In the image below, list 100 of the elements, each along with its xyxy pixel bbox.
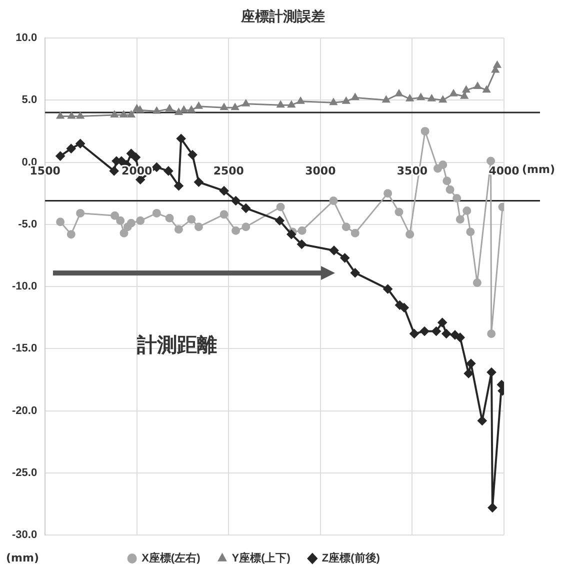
point [174,108,182,116]
point [188,150,197,160]
y-tick-label: -15.0 [12,342,38,355]
point [466,359,476,368]
point [76,139,85,148]
point [66,144,76,154]
point [110,110,118,118]
point [432,326,441,336]
point [298,226,306,235]
point [231,196,240,206]
point [152,162,162,172]
point [410,329,419,338]
point [165,214,174,222]
point [56,218,65,226]
point [438,318,447,328]
point [220,186,229,196]
point [174,225,183,234]
point [242,222,250,232]
point [394,208,404,216]
y-tick-label: -20.0 [12,404,38,417]
y-tick-label: -25.0 [12,466,38,479]
point [342,222,350,232]
point [420,326,430,336]
point [464,368,474,378]
x-tick-label: 3500 [396,164,428,178]
point [176,134,186,144]
y-tick-label: -10.0 [12,280,38,293]
point [194,222,203,232]
point [120,228,128,238]
point [288,100,296,108]
point [68,112,76,119]
point [166,104,174,112]
legend-label: Y座標(上下) [232,552,291,565]
point [342,97,350,104]
x-tick-label: 2500 [213,164,244,178]
point [297,240,306,249]
y-tick-label: 5.0 [22,94,38,106]
point [187,215,196,224]
legend-label: X座標(左右) [142,552,201,565]
point [188,106,196,113]
point [76,112,84,119]
point [462,206,472,215]
point [406,230,414,239]
point [56,112,64,119]
point [329,196,338,206]
point [486,156,496,166]
x-tick-label: 3000 [305,164,336,178]
point [174,181,184,190]
point [400,303,409,312]
point [472,278,482,288]
point [442,329,451,338]
point [493,61,501,68]
point [439,96,447,103]
point [126,218,136,228]
point [450,90,458,96]
point [276,202,285,212]
point [417,93,425,100]
point [487,368,496,377]
point [194,102,203,109]
point [242,100,250,106]
point [384,189,392,198]
point [127,110,135,118]
point [66,230,76,239]
legend-label: Z座標(前後) [322,552,380,565]
x-tick-label: 4000 [488,164,520,178]
point [438,160,448,169]
point [136,216,145,225]
point [116,216,125,225]
point [136,106,144,113]
point [456,215,464,224]
point [428,94,436,102]
point [340,253,350,262]
point [383,284,392,294]
point [466,228,475,236]
point [350,228,360,238]
point [110,211,120,220]
point [194,178,204,187]
x-tick-label: 1500 [30,164,61,178]
y-tick-label: -5.0 [18,218,38,230]
point [220,210,228,219]
point [452,194,462,203]
x-axis-title: (mm) [522,163,555,176]
point [152,107,160,114]
point [351,93,359,100]
point [231,103,239,110]
point [382,96,390,103]
point [180,106,188,113]
point [286,230,296,239]
point [275,216,284,226]
point [420,126,430,136]
point [446,185,454,194]
point [220,103,228,110]
point [462,86,470,93]
point [478,416,487,426]
point [456,332,465,342]
point [406,94,414,102]
point [395,90,403,96]
point [152,208,161,218]
annotation: 計測距離 [136,332,217,356]
point [56,152,65,161]
